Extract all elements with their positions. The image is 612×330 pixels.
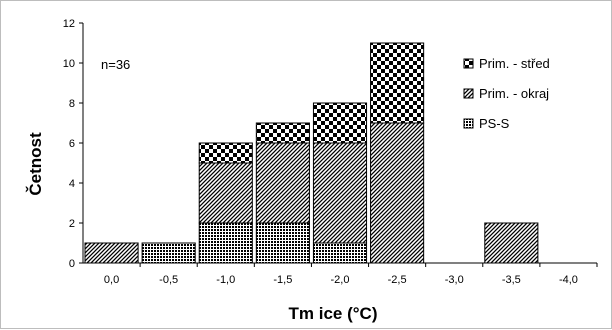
bar-segment-prim-okraj-4 bbox=[312, 142, 368, 244]
bar-segment-prim-okraj-3 bbox=[255, 142, 310, 224]
y-tick-label: 12 bbox=[63, 18, 75, 30]
bar-segment-ps-s-4 bbox=[312, 242, 368, 264]
legend: Prim. - střed Prim. - okraj PS-S bbox=[463, 56, 550, 131]
y-tick-label: 8 bbox=[69, 98, 75, 110]
y-tick-label: 4 bbox=[69, 178, 75, 190]
x-tick-label: -4,0 bbox=[559, 274, 578, 286]
bar-segment-prim-st-ed-3 bbox=[255, 122, 310, 144]
x-tick-label: -3,0 bbox=[445, 274, 464, 286]
x-tick-label: -2,0 bbox=[331, 274, 350, 286]
bar-segment-prim-okraj-0 bbox=[84, 242, 139, 264]
axes-group: 0 2 4 6 8 10 12 0,0 -0,5 -1,0 -1,5 -2,0 -2,5 -3,0 -3,5… bbox=[63, 18, 598, 286]
legend-swatch-0 bbox=[463, 58, 474, 69]
y-tick-label: 6 bbox=[69, 138, 75, 150]
bar-segment-prim-okraj-2 bbox=[198, 162, 253, 224]
x-tick-label: -0,5 bbox=[159, 274, 178, 286]
bar-segment-prim-st-ed-4 bbox=[312, 102, 368, 144]
x-tick-label: -3,5 bbox=[502, 274, 521, 286]
x-tick-label: -1,0 bbox=[216, 274, 235, 286]
y-tick-label: 10 bbox=[63, 58, 75, 70]
bar-segment-ps-s-1 bbox=[141, 242, 196, 264]
bar-segment-ps-s-2 bbox=[198, 222, 253, 264]
legend-label-2: PS-S bbox=[479, 116, 510, 131]
bar-segment-prim-st-ed-5 bbox=[370, 42, 425, 124]
legend-label-1: Prim. - okraj bbox=[479, 86, 549, 101]
legend-swatch-2 bbox=[463, 118, 474, 129]
bar-segment-prim-st-ed-2 bbox=[198, 142, 253, 164]
y-axis-title: Četnost bbox=[26, 132, 45, 196]
bar-segment-prim-okraj-7 bbox=[484, 222, 539, 264]
x-axis-title: Tm ice (°C) bbox=[289, 304, 378, 323]
sample-size-annotation: n=36 bbox=[101, 57, 130, 72]
bars-group bbox=[84, 42, 539, 264]
x-tick-label: -1,5 bbox=[273, 274, 292, 286]
y-tick-label: 2 bbox=[69, 218, 75, 230]
legend-swatch-1 bbox=[463, 88, 474, 99]
x-tick-label: 0,0 bbox=[104, 274, 119, 286]
bar-segment-prim-okraj-5 bbox=[370, 122, 425, 264]
bar-segment-ps-s-3 bbox=[255, 222, 310, 264]
y-tick-label: 0 bbox=[69, 258, 75, 270]
legend-label-0: Prim. - střed bbox=[479, 56, 550, 71]
x-tick-label: -2,5 bbox=[388, 274, 407, 286]
